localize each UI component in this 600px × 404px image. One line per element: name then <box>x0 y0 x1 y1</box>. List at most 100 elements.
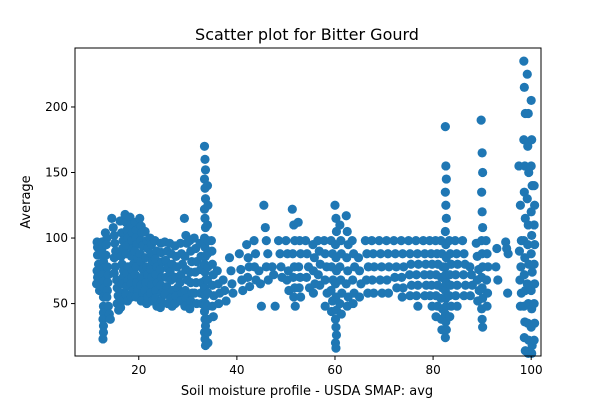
scatter-point <box>360 236 370 246</box>
scatter-point <box>482 249 492 259</box>
scatter-point <box>109 253 119 263</box>
x-tick-label: 40 <box>229 363 244 377</box>
scatter-point <box>202 327 213 338</box>
scatter-point <box>446 259 456 269</box>
scatter-point <box>526 161 536 171</box>
scatter-point <box>347 236 357 246</box>
scatter-point <box>281 236 291 246</box>
scatter-point <box>202 220 213 230</box>
scatter-point <box>440 187 450 197</box>
scatter-point <box>301 272 312 282</box>
scatter-point <box>200 165 211 175</box>
scatter-point <box>313 270 323 280</box>
scatter-point <box>451 270 461 280</box>
scatter-point <box>440 226 450 237</box>
scatter-point <box>226 266 236 276</box>
scatter-point <box>294 283 304 293</box>
scatter-point <box>293 217 303 227</box>
scatter-point <box>98 314 108 324</box>
scatter-point <box>331 343 341 353</box>
scatter-point <box>465 262 475 272</box>
scatter-point <box>440 333 450 343</box>
scatter-point <box>382 275 392 285</box>
scatter-point <box>140 226 150 237</box>
scatter-point <box>255 279 266 289</box>
scatter-point <box>203 200 213 210</box>
scatter-point <box>330 200 340 210</box>
y-axis-ticks: 50 100 150 200 <box>45 100 75 311</box>
scatter-point <box>369 262 379 272</box>
scatter-point <box>300 236 311 246</box>
chart-title: Scatter plot for Bitter Gourd <box>195 25 419 44</box>
scatter-point <box>441 161 451 171</box>
scatter-point <box>441 200 451 210</box>
scatter-point <box>389 236 399 246</box>
scatter-point <box>398 249 408 259</box>
scatter-point <box>335 298 345 309</box>
scatter-point <box>212 266 222 276</box>
scatter-point <box>243 272 253 282</box>
scatter-point <box>320 275 330 285</box>
scatter-point <box>256 301 266 311</box>
scatter-point <box>175 238 186 248</box>
scatter-point <box>101 250 111 260</box>
scatter-point <box>227 279 237 289</box>
scatter-point <box>478 222 488 233</box>
scatter-point <box>383 249 393 259</box>
scatter-point <box>529 259 539 269</box>
y-tick-label: 100 <box>45 231 68 245</box>
scatter-point <box>529 335 539 345</box>
x-axis-ticks: 20 40 60 80 100 <box>131 356 543 377</box>
scatter-point <box>523 108 533 119</box>
scatter-point <box>377 288 387 298</box>
scatter-point <box>207 246 217 256</box>
scatter-point <box>458 270 469 280</box>
scatter-point <box>207 259 217 269</box>
scatter-point <box>276 262 286 272</box>
scatter-point <box>218 275 228 285</box>
scatter-point <box>203 338 213 348</box>
scatter-point <box>116 302 126 313</box>
scatter-point <box>261 236 271 246</box>
scatter-point <box>476 115 486 125</box>
scatter-point <box>110 238 120 248</box>
scatter-point <box>527 267 537 277</box>
scatter-point <box>450 236 460 246</box>
scatter-point <box>200 154 210 164</box>
scatter-point <box>254 266 264 276</box>
scatter-point <box>483 262 493 272</box>
scatter-point <box>405 291 415 301</box>
scatter-point <box>331 330 342 340</box>
scatter-point <box>383 288 394 298</box>
scatter-point <box>493 275 503 285</box>
scatter-point <box>403 236 414 246</box>
scatter-point <box>228 288 238 298</box>
scatter-point <box>245 281 255 292</box>
scatter-point <box>354 292 365 302</box>
scatter-point <box>404 270 415 280</box>
scatter-point <box>179 213 189 223</box>
scatter-point <box>107 213 117 223</box>
x-axis-label: Soil moisture profile - USDA SMAP: avg <box>181 384 433 399</box>
scatter-point <box>296 249 306 259</box>
scatter-point <box>514 246 525 256</box>
scatter-point <box>269 270 279 280</box>
scatter-point <box>353 253 364 263</box>
scatter-point <box>220 285 230 296</box>
scatter-point <box>263 249 273 259</box>
scatter-point <box>391 262 401 272</box>
scatter-point <box>98 321 109 331</box>
scatter-point <box>289 292 299 302</box>
scatter-point <box>522 194 532 204</box>
scatter-point <box>396 236 406 246</box>
scatter-point <box>452 301 462 311</box>
scatter-point <box>270 301 280 311</box>
scatter-point <box>105 314 115 324</box>
scatter-point <box>259 200 269 210</box>
scatter-point <box>413 259 423 269</box>
x-tick-label: 60 <box>327 363 342 377</box>
scatter-point <box>515 200 526 210</box>
scatter-point <box>441 213 451 223</box>
scatter-point <box>234 249 244 259</box>
